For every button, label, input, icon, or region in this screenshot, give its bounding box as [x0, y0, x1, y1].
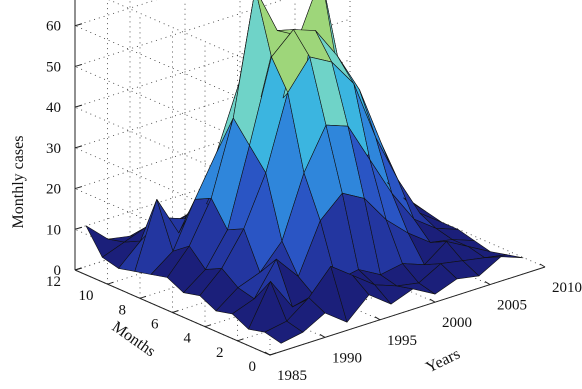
axes: 0102030405060700246810121985199019952000… [46, 0, 582, 384]
y-tick-mark [237, 338, 244, 342]
y-tick-mark [107, 281, 114, 285]
y-tick-label: 6 [151, 317, 159, 333]
y-tick-label: 10 [79, 288, 94, 304]
surface [85, 0, 524, 344]
grid-line [108, 0, 271, 71]
x-tick-mark [374, 316, 381, 321]
x-axis-line [269, 266, 546, 356]
x-tick-label: 2010 [552, 280, 582, 296]
y-tick-mark [172, 310, 179, 313]
y-tick-label: 0 [249, 359, 257, 375]
z-tick-label: 30 [46, 141, 61, 157]
x-tick-label: 2005 [497, 298, 527, 314]
x-tick-label: 1990 [332, 350, 362, 366]
grid-line [349, 181, 546, 268]
x-tick-mark [539, 263, 546, 268]
z-tick-mark [74, 63, 83, 67]
z-axis-label: Monthly cases [10, 136, 27, 229]
z-tick-mark [74, 104, 83, 108]
z-tick-mark [74, 145, 83, 149]
y-tick-label: 2 [216, 345, 224, 361]
z-tick-label: 60 [46, 19, 61, 35]
surface-facet [484, 254, 524, 259]
z-tick-label: 20 [46, 182, 61, 198]
y-tick-mark [204, 324, 212, 328]
z-tick-mark [74, 226, 83, 230]
x-tick-mark [319, 333, 326, 338]
y-tick-mark [139, 295, 147, 299]
z-tick-label: 50 [46, 59, 61, 75]
z-tick-mark [74, 186, 83, 190]
z-tick-mark [74, 23, 83, 27]
z-tick-label: 0 [54, 263, 62, 279]
x-tick-label: 1985 [277, 368, 307, 384]
y-tick-label: 4 [184, 331, 192, 347]
y-tick-mark [269, 352, 277, 356]
y-tick-label: 12 [46, 274, 61, 290]
x-tick-mark [484, 281, 491, 286]
y-tick-label: 8 [119, 302, 127, 318]
x-tick-mark [264, 351, 271, 356]
x-tick-label: 1995 [387, 333, 417, 349]
x-axis-label: Years [423, 345, 463, 376]
z-tick-label: 40 [46, 100, 61, 116]
x-tick-mark [429, 298, 436, 303]
x-tick-label: 2000 [442, 315, 472, 331]
y-tick-mark [74, 267, 82, 271]
z-tick-label: 10 [46, 222, 61, 238]
